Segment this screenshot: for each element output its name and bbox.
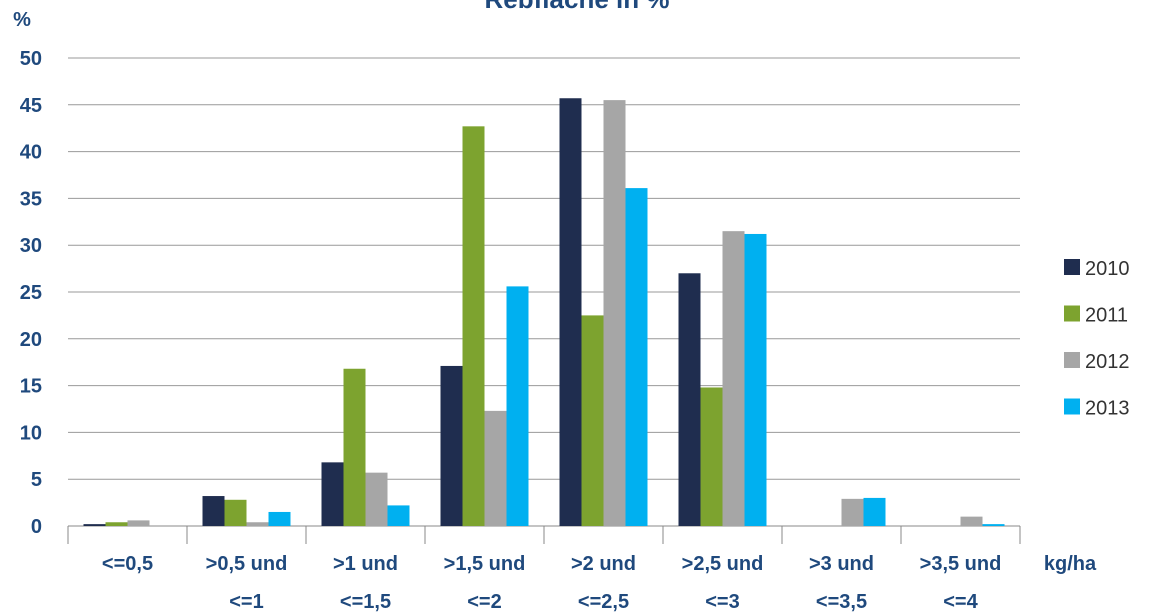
- bar: [581, 315, 604, 526]
- bar: [268, 511, 291, 526]
- legend-swatch: [1064, 352, 1080, 368]
- legend-swatch: [1064, 398, 1080, 415]
- bar: [960, 516, 983, 526]
- x-tick-label: <=3: [705, 591, 739, 613]
- bar: [440, 365, 463, 526]
- chart-title: Rebfläche in %: [485, 0, 670, 14]
- y-tick-label: 50: [20, 48, 42, 70]
- x-tick-label: <=4: [943, 591, 978, 613]
- bar: [127, 520, 150, 526]
- bar: [484, 410, 507, 526]
- legend-label: 2010: [1085, 258, 1130, 280]
- y-tick-label: 15: [20, 376, 42, 398]
- x-tick-label: <=2: [467, 591, 501, 613]
- y-axis-label: %: [13, 9, 31, 31]
- x-tick-label: >1 und: [333, 553, 398, 575]
- bar: [863, 497, 886, 526]
- bar: [559, 98, 582, 527]
- x-tick-label: >2,5 und: [682, 553, 764, 575]
- x-tick-label: <=0,5: [102, 553, 153, 575]
- bar: [224, 499, 247, 526]
- x-tick-label: >0,5 und: [206, 553, 288, 575]
- bar: [841, 498, 864, 526]
- bar: [700, 387, 723, 526]
- bar: [202, 496, 225, 526]
- y-tick-label: 25: [20, 282, 42, 304]
- legend-label: 2012: [1085, 351, 1130, 373]
- bar: [83, 524, 106, 526]
- y-tick-label: 40: [20, 142, 42, 164]
- bar: [625, 188, 648, 526]
- x-tick-label: <=2,5: [578, 591, 629, 613]
- bar: [603, 100, 626, 527]
- bar: [246, 522, 269, 526]
- y-tick-label: 5: [31, 469, 42, 491]
- x-tick-label: <=3,5: [816, 591, 867, 613]
- x-axis-label: kg/ha: [1044, 553, 1097, 575]
- x-tick-label: >2 und: [571, 553, 636, 575]
- y-tick-label: 10: [20, 422, 42, 444]
- x-tick-label: >3,5 und: [920, 553, 1002, 575]
- x-tick-label: <=1,5: [340, 591, 391, 613]
- x-tick-label: <=1: [229, 591, 263, 613]
- bar: [462, 126, 485, 526]
- bar: [722, 231, 745, 526]
- y-tick-label: 35: [20, 188, 42, 210]
- y-tick-label: 30: [20, 235, 42, 257]
- bar: [744, 233, 767, 526]
- y-tick-label: 45: [20, 95, 42, 117]
- legend-label: 2013: [1085, 398, 1130, 420]
- y-tick-label: 0: [31, 516, 42, 538]
- legend-swatch: [1064, 259, 1080, 275]
- y-tick-label: 20: [20, 329, 42, 351]
- bar: [365, 472, 388, 526]
- bar: [678, 273, 701, 526]
- x-tick-label: >3 und: [809, 553, 874, 575]
- bar: [321, 462, 344, 526]
- bar: [387, 505, 410, 526]
- x-tick-label: >1,5 und: [444, 553, 526, 575]
- legend-swatch: [1064, 305, 1080, 322]
- bar: [105, 522, 128, 526]
- bar: [343, 368, 366, 526]
- legend-label: 2011: [1085, 305, 1128, 327]
- bar: [982, 524, 1005, 526]
- bar: [506, 286, 529, 526]
